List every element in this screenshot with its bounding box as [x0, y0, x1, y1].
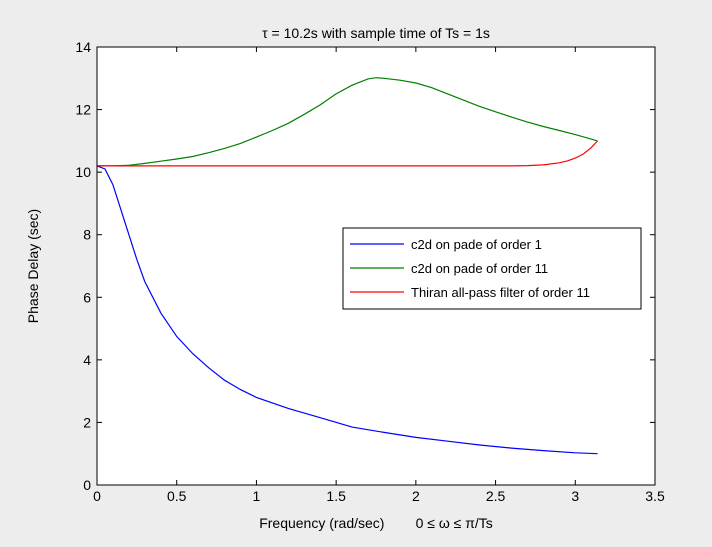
- y-axis-label: Phase Delay (sec): [25, 209, 41, 323]
- y-tick-label: 6: [83, 289, 91, 305]
- y-tick-label: 14: [75, 39, 91, 55]
- series-line-3: [97, 140, 599, 167]
- x-tick-label: 2: [412, 488, 420, 504]
- series-layer: [96, 77, 599, 455]
- series-line-2: [97, 77, 598, 167]
- y-tick-label: 8: [83, 227, 91, 243]
- x-tick-label: 1: [253, 488, 261, 504]
- x-tick-label: 3: [571, 488, 579, 504]
- y-tick-label: 12: [75, 102, 91, 118]
- series-line-1: [96, 165, 598, 455]
- y-tick-label: 10: [75, 164, 91, 180]
- legend-label-3: Thiran all-pass filter of order 11: [411, 285, 590, 300]
- legend: c2d on pade of order 1 c2d on pade of ord…: [342, 227, 642, 310]
- y-tick-label: 4: [83, 352, 91, 368]
- tick-layer: 0 0.5 1 1.5 2 2.5 3 3.5 0 2 4 6 8 10 12 14: [75, 39, 665, 504]
- chart-title: τ = 10.2s with sample time of Ts = 1s: [262, 25, 490, 41]
- x-tick-label: 2.5: [486, 488, 506, 504]
- x-tick-label: 3.5: [645, 488, 665, 504]
- x-axis-label: Frequency (rad/sec) 0 ≤ ω ≤ π/Ts: [259, 515, 493, 531]
- y-tick-label: 0: [83, 477, 91, 493]
- x-tick-label: 0: [93, 488, 101, 504]
- legend-label-1: c2d on pade of order 1: [411, 237, 542, 252]
- x-tick-label: 0.5: [167, 488, 187, 504]
- y-tick-label: 2: [83, 414, 91, 430]
- legend-label-2: c2d on pade of order 11: [411, 261, 548, 276]
- plot-frame: [96, 46, 656, 486]
- x-tick-label: 1.5: [326, 488, 346, 504]
